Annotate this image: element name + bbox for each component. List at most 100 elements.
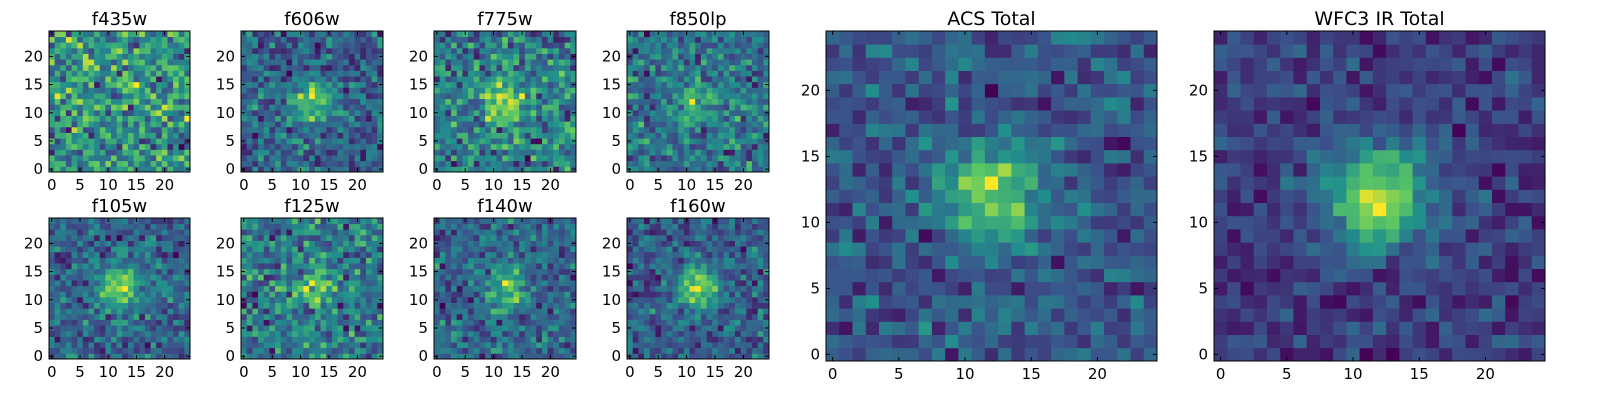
heatmap-cell	[536, 229, 543, 236]
heatmap-cell	[122, 47, 129, 54]
heatmap-cell	[354, 109, 361, 116]
heatmap-cell	[632, 308, 639, 315]
heatmap-cell	[343, 223, 350, 230]
heatmap-cell	[672, 347, 679, 354]
heatmap-cell	[105, 155, 112, 162]
heatmap-cell	[695, 42, 702, 49]
heatmap-cell	[644, 274, 651, 281]
heatmap-cell	[439, 109, 446, 116]
heatmap-cell	[371, 76, 378, 83]
heatmap-cell	[65, 64, 72, 71]
heatmap-cell	[678, 109, 685, 116]
heatmap-cell	[99, 31, 106, 38]
heatmap-cell	[638, 143, 645, 150]
heatmap-cell	[462, 257, 469, 264]
heatmap-cell	[252, 302, 259, 309]
heatmap-cell	[740, 36, 747, 43]
heatmap-cell	[558, 109, 566, 116]
heatmap-cell	[445, 64, 452, 71]
heatmap-cell	[638, 138, 645, 145]
heatmap-cell	[116, 166, 123, 173]
heatmap-cell	[558, 121, 566, 128]
heatmap-cell	[178, 155, 185, 162]
heatmap-cell	[530, 132, 537, 139]
heatmap-cell	[150, 160, 157, 167]
heatmap-cell	[519, 76, 526, 83]
heatmap-cell	[303, 81, 310, 88]
heatmap-cell	[105, 313, 112, 320]
heatmap-cell	[65, 325, 72, 332]
heatmap-cell	[570, 93, 577, 100]
heatmap-cell	[519, 342, 526, 349]
heatmap-cell	[717, 115, 724, 122]
heatmap-cell	[672, 280, 679, 287]
heatmap-cell	[649, 347, 656, 354]
heatmap-cell	[280, 70, 287, 77]
heatmap-cell	[173, 98, 180, 105]
heatmap-cell	[331, 76, 338, 83]
heatmap-cell	[706, 132, 713, 139]
heatmap-cell	[632, 132, 639, 139]
heatmap-cell	[292, 246, 299, 253]
heatmap-cell	[564, 223, 571, 230]
heatmap-cell	[178, 234, 185, 241]
heatmap-cell	[320, 347, 327, 354]
heatmap-cell	[77, 268, 84, 275]
heatmap-cell	[297, 285, 304, 292]
heatmap-cell	[297, 263, 304, 270]
heatmap-cell	[377, 229, 384, 236]
heatmap-cell	[462, 319, 469, 326]
heatmap-cell	[292, 155, 299, 162]
heatmap-cell	[54, 76, 61, 83]
heatmap-cell	[331, 251, 338, 258]
heatmap-cell	[712, 296, 719, 303]
heatmap-cell	[519, 87, 526, 94]
heatmap-cell	[246, 98, 253, 105]
heatmap-cell	[297, 143, 304, 150]
heatmap-cell	[553, 166, 560, 173]
heatmap-cell	[530, 155, 537, 162]
heatmap-cell	[54, 64, 61, 71]
heatmap-cell	[371, 98, 378, 105]
heatmap-cell	[150, 53, 157, 60]
heatmap-cell	[49, 121, 56, 128]
heatmap-cell	[286, 280, 293, 287]
heatmap-cell	[303, 268, 310, 275]
heatmap-cell	[757, 70, 764, 77]
heatmap-cell	[320, 149, 327, 156]
heatmap-cell	[536, 47, 543, 54]
heatmap-cell	[706, 59, 713, 66]
heatmap-cell	[695, 291, 702, 298]
heatmap-cell	[672, 98, 679, 105]
heatmap-cell	[360, 274, 367, 281]
heatmap-cell	[184, 126, 191, 133]
heatmap-cell	[536, 166, 543, 173]
heatmap-cell	[468, 104, 475, 111]
heatmap-cell	[434, 87, 441, 94]
heatmap-cell	[309, 104, 316, 111]
heatmap-cell	[524, 234, 531, 241]
heatmap-cell	[365, 121, 373, 128]
heatmap-cell	[326, 302, 333, 309]
heatmap-cell	[746, 76, 753, 83]
heatmap-cell	[672, 143, 679, 150]
heatmap-cell	[507, 342, 514, 349]
heatmap-cell	[632, 268, 639, 275]
heatmap-cell	[734, 138, 741, 145]
heatmap-cell	[116, 160, 123, 167]
heatmap-cell	[337, 42, 344, 49]
heatmap-cell	[712, 47, 719, 54]
heatmap-cell	[320, 166, 327, 173]
heatmap-cell	[263, 285, 270, 292]
heatmap-cell	[513, 149, 520, 156]
heatmap-cell	[111, 87, 118, 94]
heatmap-cell	[632, 149, 639, 156]
heatmap-cell	[496, 246, 503, 253]
heatmap-cell	[258, 353, 265, 360]
heatmap-cell	[280, 98, 287, 105]
heatmap-cell	[360, 313, 367, 320]
heatmap-cell	[258, 296, 265, 303]
heatmap-cell	[77, 53, 84, 60]
heatmap-cell	[54, 42, 61, 49]
heatmap-cell	[536, 160, 543, 167]
